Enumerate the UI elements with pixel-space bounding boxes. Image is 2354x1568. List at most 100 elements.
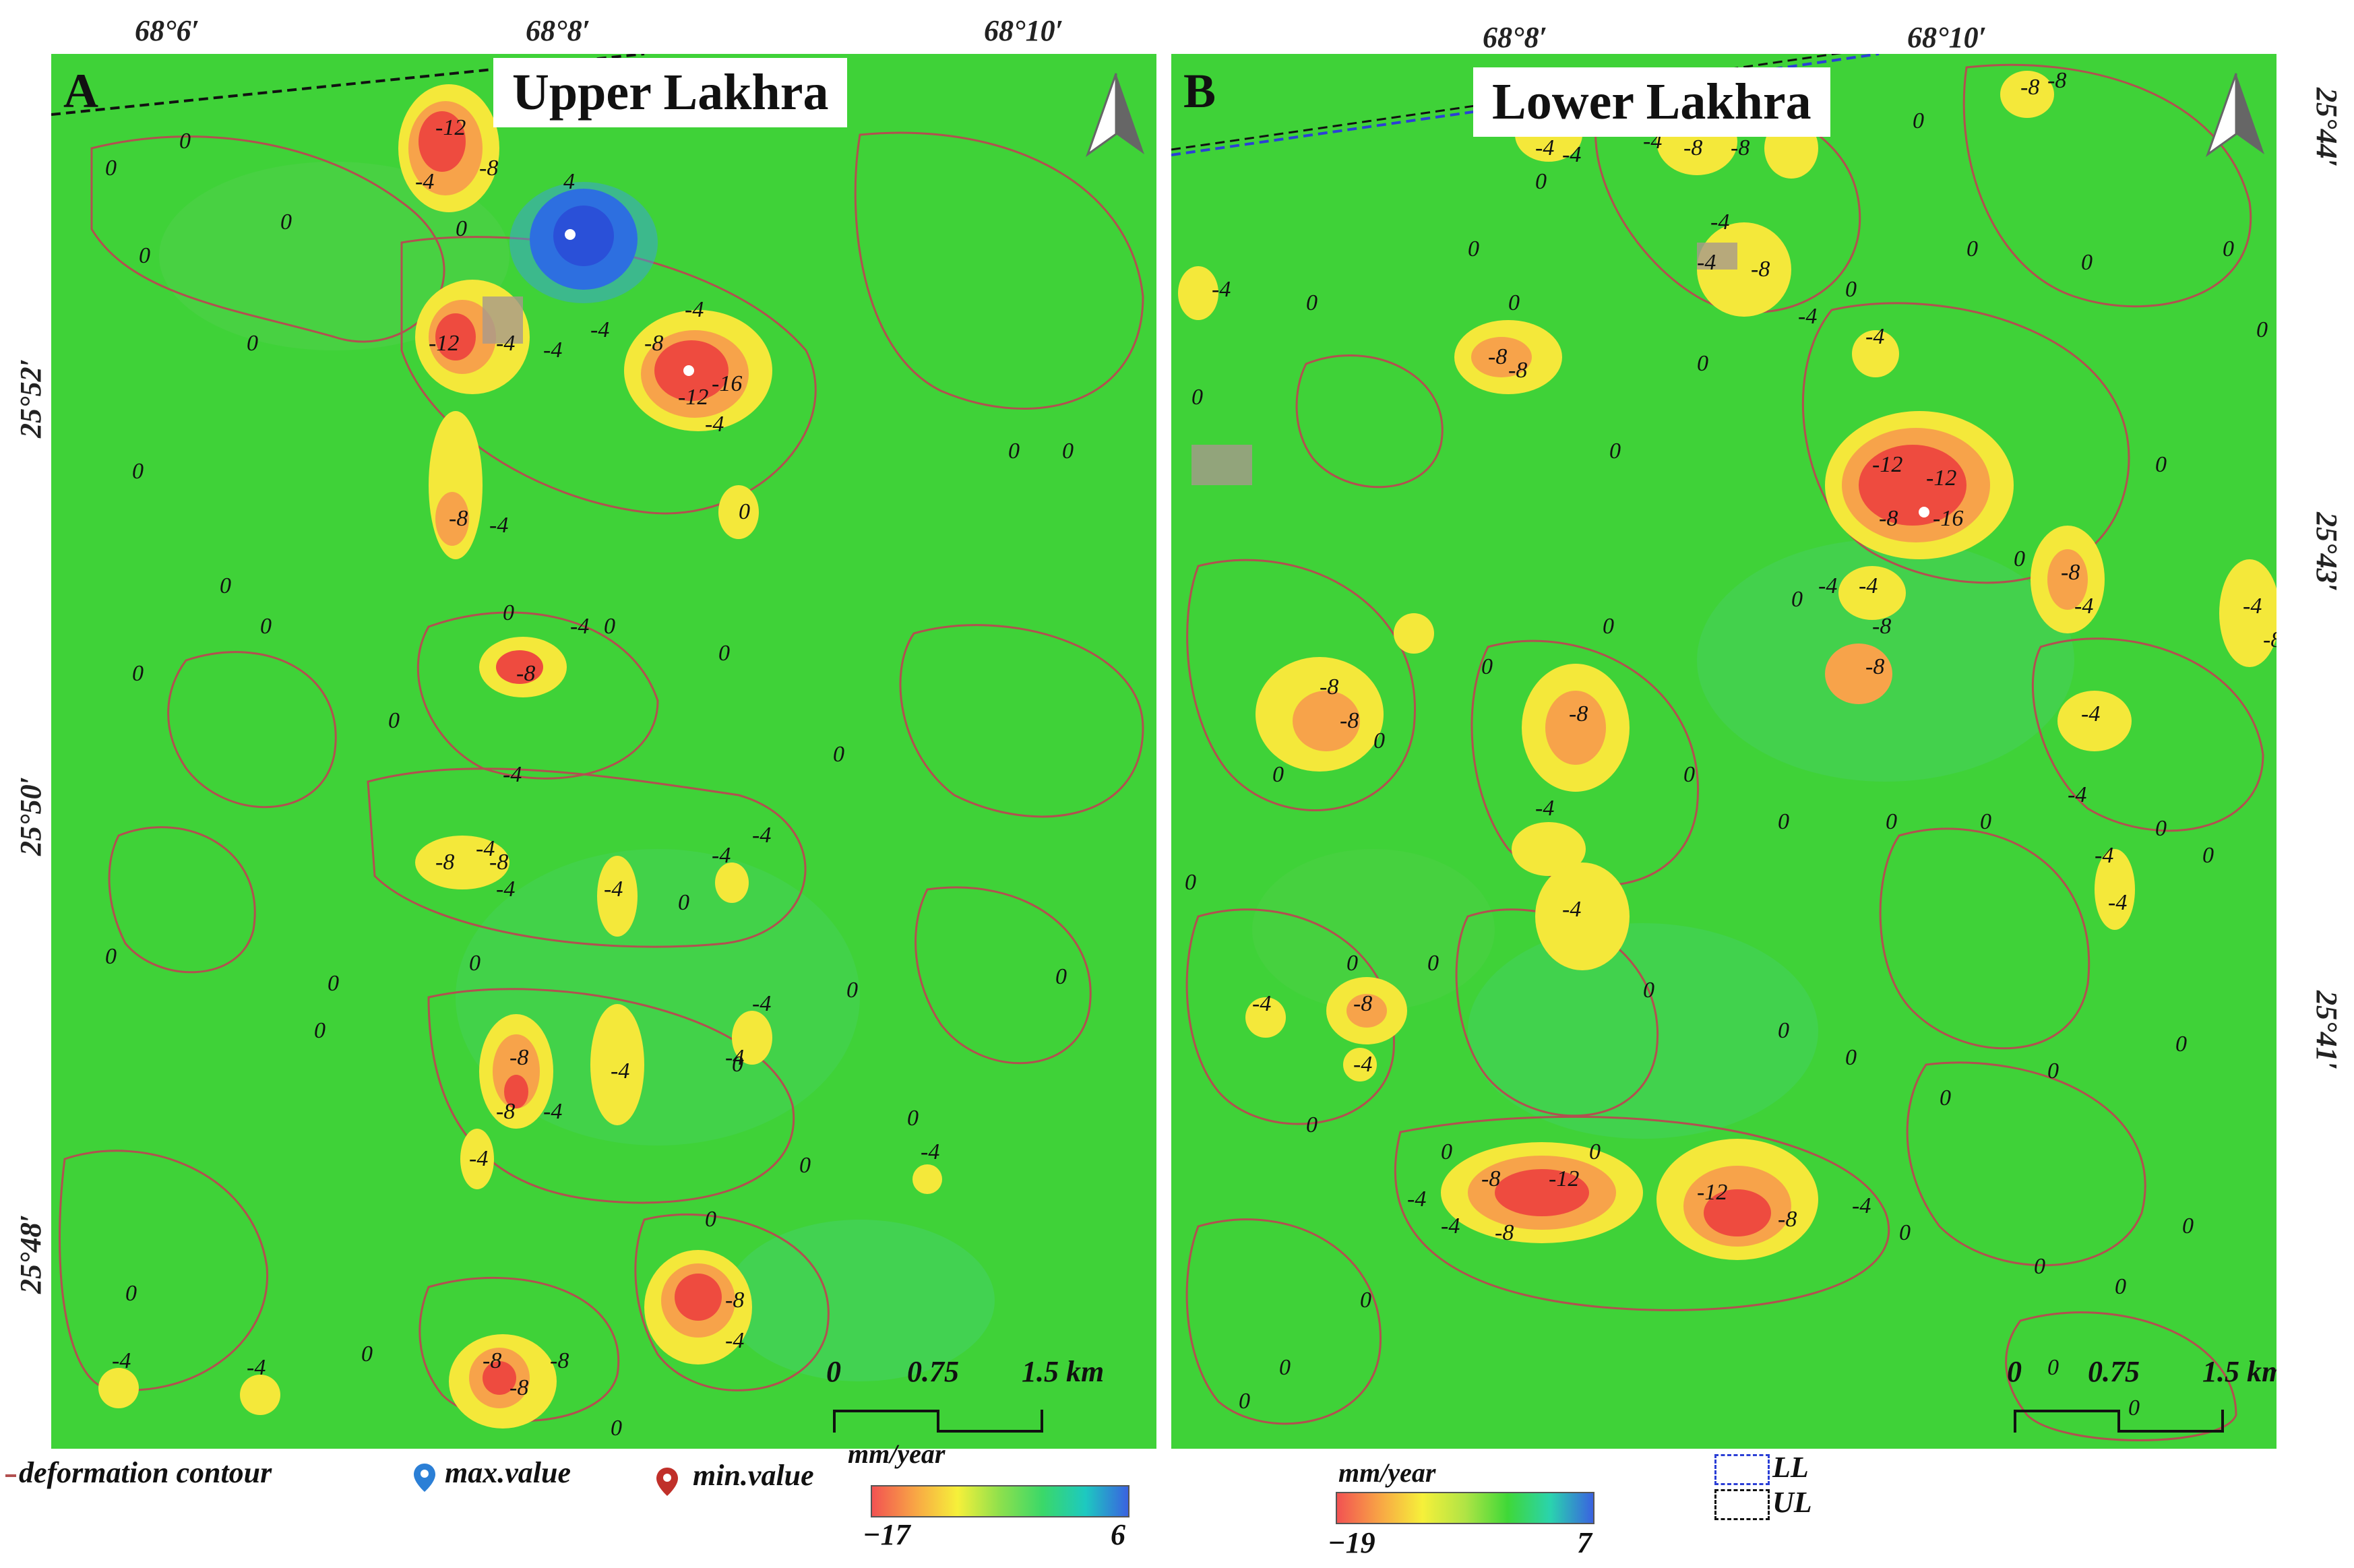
svg-text:0: 0: [846, 978, 858, 1003]
svg-text:0: 0: [125, 1281, 137, 1306]
svg-text:-4: -4: [921, 1139, 939, 1164]
svg-text:0: 0: [179, 129, 191, 154]
svg-text:0: 0: [2155, 816, 2167, 841]
lat-label-a-1: 25°50′: [14, 776, 47, 856]
lon-label-b-1: 68°10′: [1907, 21, 1987, 54]
svg-text:0: 0: [328, 971, 339, 996]
svg-text:-4: -4: [543, 1099, 562, 1124]
svg-text:0: 0: [105, 944, 117, 969]
svg-text:-8: -8: [1731, 135, 1749, 160]
svg-text:0: 0: [388, 708, 400, 733]
svg-text:0: 0: [1481, 654, 1493, 679]
contour-labels-a: 000 000 000 000 00 0 000 00 0 000 000 000 …: [105, 115, 1074, 1441]
svg-text:0: 0: [2047, 1059, 2059, 1084]
svg-text:-4: -4: [1697, 250, 1716, 275]
svg-text:-4: -4: [685, 297, 704, 322]
scalebar-a: 0 0.75 1.5 km: [826, 1354, 1129, 1449]
svg-text:-4: -4: [1818, 573, 1837, 598]
lat-label-a-0: 25°52′: [14, 358, 47, 438]
svg-text:0: 0: [1508, 290, 1520, 315]
svg-text:-4: -4: [1252, 991, 1271, 1016]
svg-text:0: 0: [1683, 762, 1695, 787]
svg-text:-8: -8: [2061, 560, 2080, 585]
svg-text:0: 0: [1306, 290, 1318, 315]
svg-text:-8: -8: [1340, 708, 1359, 733]
svg-text:-4: -4: [1407, 1187, 1426, 1212]
svg-text:0: 0: [1062, 439, 1074, 464]
svg-text:4: 4: [563, 169, 575, 194]
svg-text:-4: -4: [503, 762, 522, 787]
colorbar-unit-b: mm/year: [1338, 1457, 1436, 1488]
svg-text:-8: -8: [1683, 135, 1702, 160]
svg-text:0: 0: [1886, 809, 1897, 834]
svg-text:-4: -4: [112, 1348, 131, 1373]
colorbar-min-b: −19: [1328, 1526, 1375, 1559]
svg-text:0: 0: [2182, 1214, 2194, 1238]
svg-text:-8: -8: [1508, 358, 1527, 383]
svg-text:0: 0: [139, 243, 150, 268]
svg-text:-4: -4: [247, 1355, 266, 1380]
svg-text:-4: -4: [415, 169, 434, 194]
svg-text:0: 0: [2014, 546, 2025, 571]
svg-text:-8: -8: [644, 331, 663, 356]
svg-text:0: 0: [361, 1342, 373, 1367]
uplift-zone-a: [509, 182, 658, 303]
panel-title-a: Upper Lakhra: [493, 58, 848, 127]
svg-text:0: 0: [1778, 1018, 1789, 1043]
svg-text:0: 0: [1239, 1389, 1250, 1414]
svg-text:0: 0: [1055, 964, 1067, 989]
svg-text:-16: -16: [1933, 506, 1963, 531]
svg-text:-12: -12: [1549, 1166, 1579, 1191]
svg-text:0: 0: [611, 1416, 622, 1441]
lon-label-b-0: 68°8′: [1483, 21, 1547, 54]
scalebar-label-mid: 0.75: [907, 1355, 959, 1388]
svg-text:0: 0: [503, 600, 514, 625]
svg-text:0: 0: [1609, 439, 1621, 464]
colorbar-max-a: 6: [1111, 1518, 1125, 1551]
svg-text:0: 0: [1791, 587, 1803, 612]
max-value-pin-icon: [414, 1464, 435, 1492]
svg-text:0: 0: [1845, 277, 1857, 302]
svg-text:-4: -4: [469, 1146, 488, 1171]
svg-text:-4: -4: [712, 843, 731, 868]
svg-text:-12: -12: [1872, 452, 1902, 477]
svg-text:-8: -8: [1320, 675, 1338, 699]
svg-text:0: 0: [705, 1207, 716, 1232]
svg-text:-12: -12: [435, 115, 466, 140]
svg-text:-4: -4: [1353, 1052, 1372, 1077]
ul-boundary-swatch: [1714, 1489, 1770, 1520]
map-panel-lower-lakhra[interactable]: 0 0 0 0 0 0 0 0 0 0 0 0 0 0 0 0 0 0 0 0 0 0 0 0 0 0 0 0 0 0 …: [1171, 54, 2276, 1449]
svg-text:0: 0: [1643, 978, 1654, 1003]
svg-text:-8: -8: [1751, 257, 1770, 282]
svg-text:-12: -12: [1697, 1180, 1727, 1205]
panel-letter-a: A: [63, 64, 98, 118]
scalebar-label-end: 1.5 km: [1022, 1355, 1105, 1388]
svg-text:0: 0: [2223, 237, 2234, 261]
svg-text:0: 0: [2202, 843, 2214, 868]
min-value-pin-icon: [656, 1468, 678, 1496]
svg-text:0: 0: [2034, 1254, 2045, 1279]
svg-text:-8: -8: [516, 661, 535, 686]
svg-text:0: 0: [2047, 1355, 2059, 1380]
svg-text:-8: -8: [1495, 1220, 1514, 1245]
svg-text:-4: -4: [1562, 142, 1581, 167]
colorbar-unit-a: mm/year: [848, 1439, 946, 1469]
colorbar-a: [871, 1485, 1129, 1517]
svg-text:-4: -4: [1859, 573, 1878, 598]
svg-text:0: 0: [2115, 1274, 2126, 1299]
svg-text:0: 0: [1468, 237, 1479, 261]
svg-text:-4: -4: [2081, 701, 2100, 726]
svg-text:-4: -4: [611, 1059, 629, 1084]
svg-text:-8: -8: [1569, 701, 1588, 726]
svg-text:0: 0: [604, 614, 615, 639]
svg-text:-8: -8: [1481, 1166, 1500, 1191]
svg-text:0: 0: [1346, 951, 1358, 976]
svg-text:-8: -8: [1879, 506, 1898, 531]
svg-text:-8: -8: [2047, 68, 2066, 93]
lat-label-a-2: 25°48′: [14, 1214, 47, 1294]
svg-text:0: 0: [1441, 1139, 1452, 1164]
svg-text:-4: -4: [725, 1045, 744, 1070]
svg-text:-4: -4: [2095, 843, 2113, 868]
min-value-marker-b: [1919, 507, 1929, 518]
